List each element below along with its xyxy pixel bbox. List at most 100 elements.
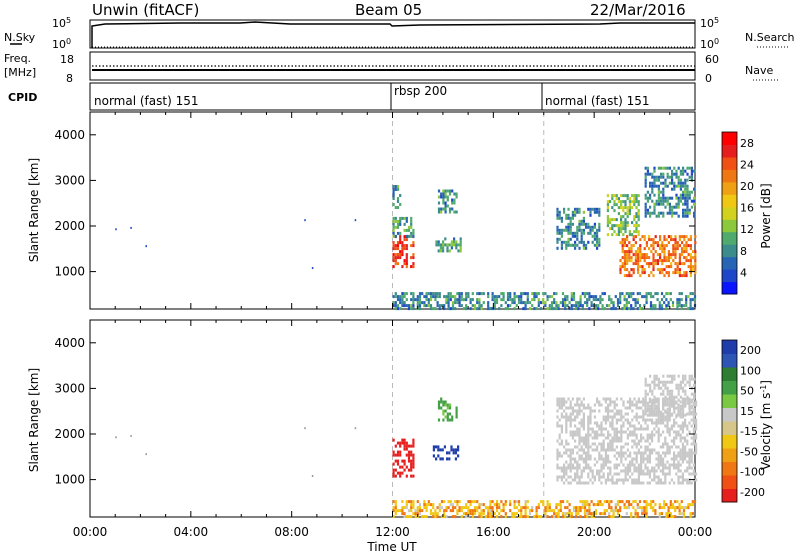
data-cell [615, 218, 618, 222]
data-cell [537, 515, 540, 519]
data-cell [628, 250, 631, 254]
data-cell [663, 253, 666, 257]
x-tick-label: 08:00 [274, 525, 309, 539]
data-cell [681, 430, 684, 434]
data-cell [669, 298, 672, 302]
data-cell [560, 219, 563, 223]
data-cell [671, 172, 674, 176]
data-cell [585, 451, 588, 455]
data-cell [436, 304, 439, 308]
data-cell [401, 292, 404, 296]
data-cell [626, 209, 629, 213]
data-cell [588, 295, 591, 299]
data-cell [624, 457, 627, 461]
data-cell [678, 506, 681, 510]
data-cell [668, 398, 671, 402]
data-point [311, 475, 314, 478]
data-cell [467, 506, 470, 510]
data-cell [690, 410, 693, 414]
data-cell [673, 481, 676, 485]
data-cell [410, 265, 413, 269]
data-cell [611, 218, 614, 222]
data-cell [677, 475, 680, 479]
data-cell [399, 253, 402, 257]
data-cell [578, 406, 581, 410]
data-cell [578, 475, 581, 479]
data-cell [593, 234, 596, 238]
data-cell [663, 250, 666, 254]
data-cell [609, 442, 612, 446]
data-cell [674, 268, 677, 272]
data-cell [686, 187, 689, 191]
data-cell [663, 235, 666, 239]
data-cell [442, 249, 445, 253]
data-cell [643, 271, 646, 275]
data-cell [681, 472, 684, 476]
data-cell [559, 301, 562, 305]
data-cell [677, 196, 680, 200]
data-cell [524, 304, 527, 308]
data-cell [506, 307, 510, 311]
data-cell [643, 235, 646, 239]
data-cell [570, 512, 573, 516]
data-cell [664, 403, 667, 407]
data-cell [465, 295, 468, 299]
x-tick-label: 00:00 [73, 525, 108, 539]
data-cell [684, 436, 687, 440]
data-cell [620, 457, 623, 461]
data-cell [591, 442, 594, 446]
data-cell [574, 424, 577, 428]
data-cell [462, 506, 466, 510]
data-cell [655, 475, 658, 479]
data-cell [502, 298, 505, 302]
data-cell [641, 295, 644, 299]
data-cell [403, 216, 406, 220]
data-cell [618, 451, 621, 455]
data-cell [686, 401, 689, 405]
data-cell [598, 222, 601, 226]
data-cell [655, 413, 658, 417]
data-cell [484, 506, 488, 510]
data-cell [666, 415, 669, 419]
data-cell [590, 295, 593, 299]
data-cell [465, 298, 468, 302]
data-cell [399, 307, 402, 311]
data-cell [630, 274, 633, 278]
data-cell [438, 506, 441, 510]
data-cell [509, 304, 512, 308]
data-cell [471, 509, 474, 513]
data-cell [478, 298, 481, 302]
data-cell [685, 274, 688, 278]
data-cell [405, 500, 408, 504]
data-cell [578, 433, 581, 437]
data-cell [666, 380, 669, 384]
data-cell [646, 169, 649, 173]
data-cell [570, 295, 573, 299]
data-cell [623, 295, 626, 299]
data-cell [661, 247, 664, 251]
data-cell [605, 500, 609, 504]
data-cell [680, 298, 683, 302]
data-cell [638, 500, 642, 504]
data-cell [657, 475, 660, 479]
data-cell [630, 247, 633, 251]
data-cell [637, 224, 640, 228]
data-cell [642, 427, 645, 431]
data-cell [649, 500, 653, 504]
data-cell [493, 295, 496, 299]
data-cell [694, 259, 697, 263]
data-cell [600, 430, 603, 434]
data-cell [582, 421, 585, 425]
data-cell [693, 383, 696, 387]
data-cell [652, 259, 655, 263]
data-cell [578, 430, 581, 434]
data-cell [567, 207, 570, 211]
data-cell [618, 463, 621, 467]
data-cell [662, 469, 665, 473]
data-cell [617, 206, 620, 210]
data-cell [437, 418, 441, 422]
data-cell [637, 262, 640, 266]
data-cell [613, 436, 616, 440]
data-cell [412, 453, 415, 457]
data-cell [449, 292, 452, 296]
